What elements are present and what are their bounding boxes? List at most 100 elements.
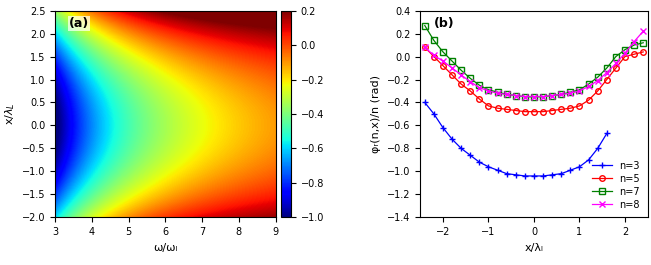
- n=3: [484, 165, 492, 168]
- n=3: [512, 173, 519, 176]
- n=8: [585, 85, 592, 88]
- n=5: [575, 104, 583, 108]
- n=7: [503, 93, 510, 96]
- Text: (b): (b): [434, 17, 454, 30]
- n=8: [621, 51, 629, 55]
- n=3: [585, 158, 592, 161]
- n=7: [575, 88, 583, 91]
- n=3: [421, 101, 429, 104]
- Legend: n=3, n=5, n=7, n=8: n=3, n=5, n=7, n=8: [589, 158, 643, 213]
- n=8: [466, 80, 474, 83]
- n=5: [512, 109, 519, 112]
- n=8: [639, 30, 647, 33]
- n=8: [548, 94, 556, 97]
- n=5: [612, 67, 620, 70]
- n=5: [557, 108, 565, 111]
- n=8: [457, 73, 465, 77]
- n=5: [457, 82, 465, 86]
- n=3: [557, 172, 565, 175]
- n=8: [575, 89, 583, 92]
- n=7: [493, 91, 501, 94]
- n=5: [539, 110, 547, 113]
- n=8: [512, 94, 519, 97]
- Y-axis label: φᵣ(n,x)/n (rad): φᵣ(n,x)/n (rad): [372, 75, 381, 153]
- Text: (a): (a): [68, 17, 89, 30]
- n=8: [448, 67, 456, 70]
- n=7: [421, 24, 429, 27]
- n=8: [439, 60, 447, 63]
- n=7: [512, 94, 519, 97]
- n=3: [430, 112, 438, 116]
- Line: n=3: n=3: [421, 99, 610, 179]
- n=8: [521, 95, 529, 98]
- n=7: [484, 88, 492, 91]
- n=7: [439, 50, 447, 54]
- n=3: [603, 132, 611, 135]
- n=5: [639, 50, 647, 54]
- X-axis label: ω/ωₗ: ω/ωₗ: [153, 242, 178, 253]
- n=5: [503, 108, 510, 111]
- n=5: [630, 53, 638, 56]
- n=5: [548, 109, 556, 112]
- n=8: [503, 93, 510, 96]
- n=3: [457, 147, 465, 150]
- n=7: [630, 43, 638, 47]
- n=5: [530, 110, 538, 113]
- n=8: [612, 62, 620, 65]
- n=7: [639, 41, 647, 44]
- n=3: [539, 174, 547, 178]
- n=7: [557, 93, 565, 96]
- n=7: [466, 77, 474, 80]
- X-axis label: x/λₗ: x/λₗ: [525, 242, 544, 253]
- n=7: [430, 39, 438, 42]
- n=3: [566, 169, 574, 172]
- n=7: [530, 95, 538, 98]
- n=5: [594, 89, 602, 92]
- n=8: [493, 92, 501, 95]
- n=5: [585, 99, 592, 102]
- n=3: [503, 172, 510, 175]
- n=5: [475, 98, 483, 101]
- n=5: [430, 55, 438, 58]
- n=8: [557, 93, 565, 96]
- n=7: [594, 76, 602, 79]
- n=7: [612, 55, 620, 58]
- n=8: [430, 54, 438, 57]
- n=3: [448, 138, 456, 141]
- n=7: [566, 91, 574, 94]
- n=5: [466, 89, 474, 92]
- Y-axis label: x/$\lambda_L$: x/$\lambda_L$: [3, 103, 16, 125]
- n=5: [421, 46, 429, 49]
- Line: n=7: n=7: [422, 23, 646, 99]
- n=7: [521, 95, 529, 98]
- n=7: [603, 67, 611, 70]
- n=3: [575, 165, 583, 168]
- n=5: [484, 104, 492, 108]
- n=3: [466, 154, 474, 157]
- n=3: [475, 161, 483, 164]
- n=5: [621, 55, 629, 58]
- n=8: [530, 95, 538, 98]
- n=3: [521, 174, 529, 178]
- n=8: [484, 89, 492, 92]
- n=7: [539, 95, 547, 98]
- n=5: [603, 78, 611, 81]
- n=5: [448, 73, 456, 77]
- n=3: [493, 169, 501, 172]
- n=5: [493, 107, 501, 110]
- n=7: [475, 84, 483, 87]
- n=3: [594, 147, 602, 150]
- n=5: [439, 64, 447, 67]
- n=8: [566, 92, 574, 95]
- n=8: [539, 95, 547, 98]
- n=3: [548, 173, 556, 176]
- n=3: [439, 126, 447, 129]
- Line: n=8: n=8: [422, 29, 646, 99]
- n=8: [594, 79, 602, 82]
- n=8: [630, 40, 638, 43]
- n=7: [621, 48, 629, 51]
- n=5: [566, 107, 574, 110]
- n=7: [448, 60, 456, 63]
- n=8: [421, 46, 429, 49]
- n=8: [603, 71, 611, 74]
